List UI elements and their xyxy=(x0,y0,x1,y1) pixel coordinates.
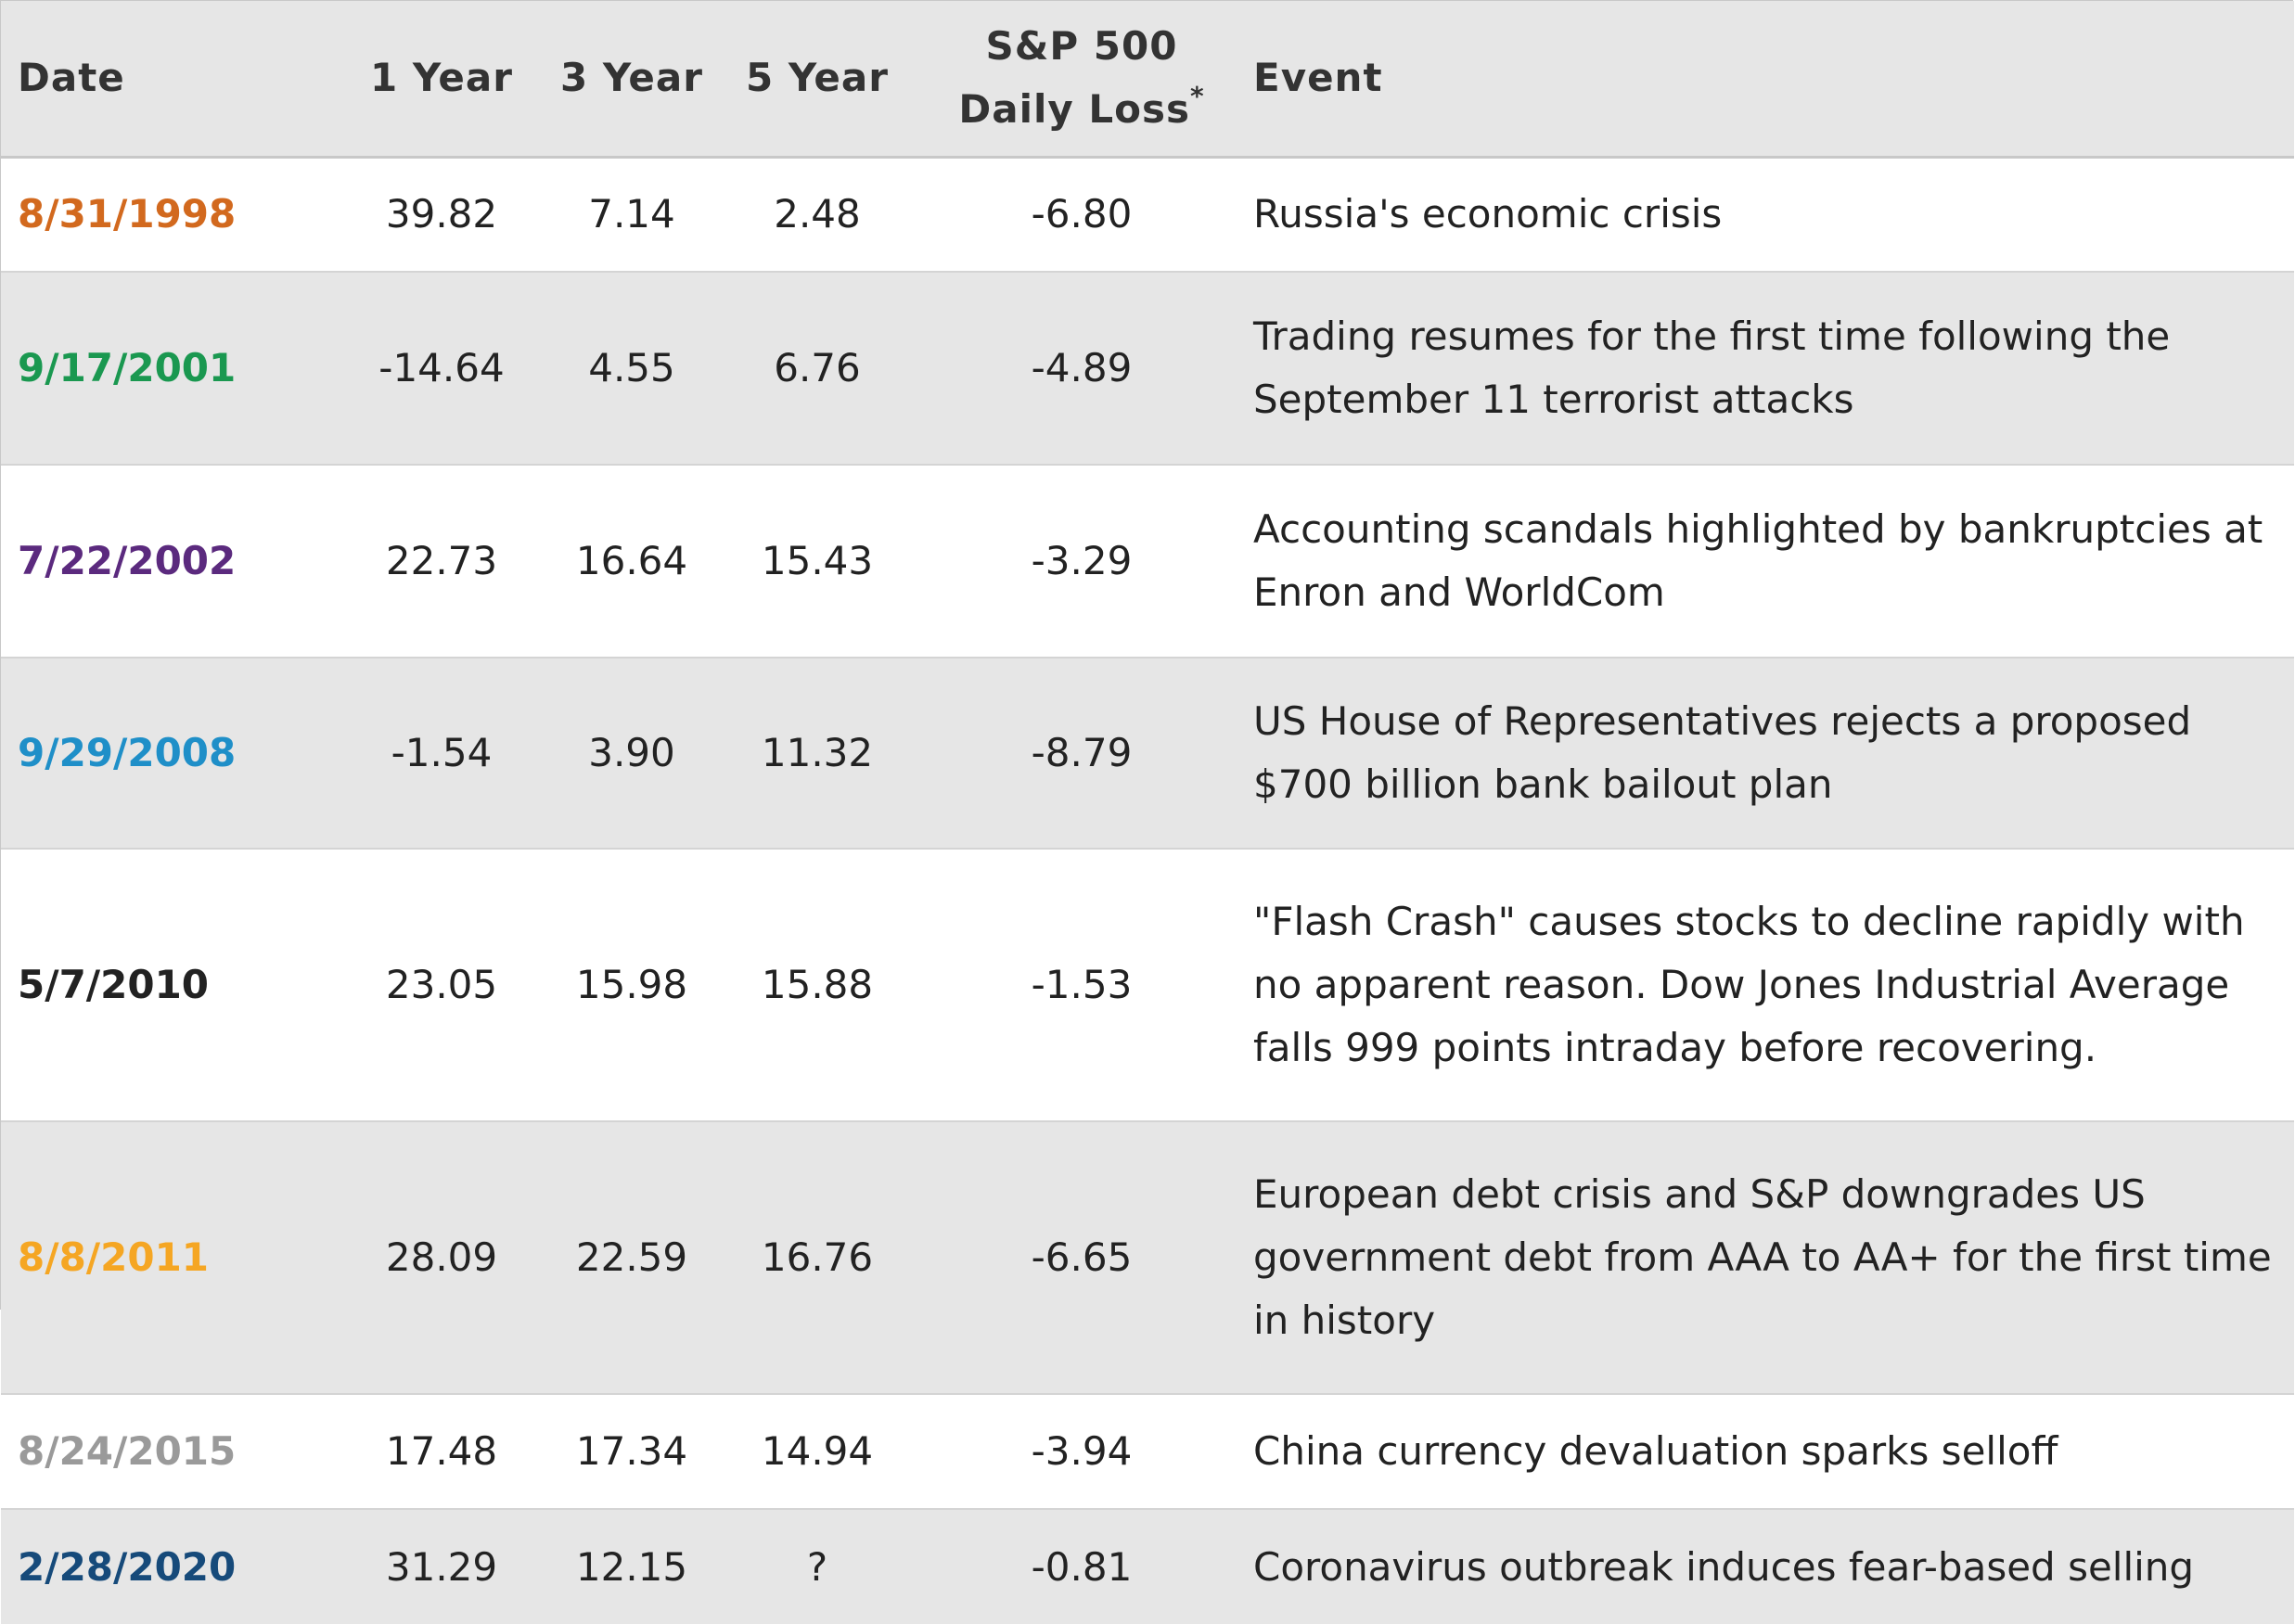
one-year-cell: 23.05 xyxy=(385,962,498,1007)
five-year-cell: 16.76 xyxy=(761,1234,874,1280)
table-row: 8/8/2011 28.09 22.59 16.76 -6.65 European deb… xyxy=(1,1121,2294,1394)
sp500-loss-cell: -6.65 xyxy=(1031,1234,1133,1280)
table-row: 2/28/2020 31.29 12.15? -0.81 Coronavirus out… xyxy=(1,1509,2294,1624)
one-year-cell: 31.29 xyxy=(385,1543,498,1590)
sp500-loss-cell: -6.80 xyxy=(1031,191,1133,237)
header-sp500-line1: S&P 500 xyxy=(985,23,1178,70)
date-cell: 8/24/2015 xyxy=(18,1428,237,1474)
event-cell: "Flash Crash" causes stocks to decline r… xyxy=(1253,899,2245,1070)
date-cell: 8/8/2011 xyxy=(18,1234,210,1280)
one-year-cell: 22.73 xyxy=(385,538,498,583)
date-cell: 7/22/2002 xyxy=(18,538,237,583)
three-year-cell: 22.59 xyxy=(575,1234,688,1280)
sp500-loss-cell: -0.81 xyxy=(1031,1543,1133,1590)
three-year-cell: 16.64 xyxy=(575,538,688,583)
event-cell: Coronavirus outbreak induces fear-based … xyxy=(1253,1543,2195,1590)
one-year-cell: 28.09 xyxy=(385,1234,498,1280)
header-event: Event xyxy=(1253,55,1383,101)
event-cell: Russia's economic crisis xyxy=(1253,191,1723,237)
one-year-cell: -1.54 xyxy=(391,730,493,775)
header-1-year: 1 Year xyxy=(370,55,513,101)
five-year-cell: 14.94 xyxy=(761,1428,874,1474)
three-year-cell: 17.34 xyxy=(575,1428,688,1474)
date-cell: 8/31/1998 xyxy=(18,191,237,237)
header-date: Date xyxy=(18,55,125,101)
sp500-loss-cell: -3.94 xyxy=(1031,1428,1133,1474)
date-cell: 2/28/2020 xyxy=(18,1543,237,1590)
three-year-cell: 15.98 xyxy=(575,962,688,1007)
event-cell: Accounting scandals highlighted by bankr… xyxy=(1253,506,2263,615)
event-cell: US House of Representatives rejects a pr… xyxy=(1253,698,2192,807)
sp500-loss-cell: -3.29 xyxy=(1031,538,1133,583)
header-sp500-line2: Daily Loss xyxy=(958,86,1190,133)
one-year-cell: -14.64 xyxy=(378,345,505,390)
one-year-cell: 39.82 xyxy=(385,191,498,237)
event-cell: Trading resumes for the first time follo… xyxy=(1253,313,2171,422)
date-cell: 9/29/2008 xyxy=(18,730,237,775)
event-cell: European debt crisis and S&P downgrades … xyxy=(1253,1171,2272,1343)
header-5-year: 5 Year xyxy=(746,55,889,101)
one-year-cell: 17.48 xyxy=(385,1428,498,1474)
five-year-cell: 2.48 xyxy=(774,191,861,237)
three-year-cell: 7.14 xyxy=(588,191,675,237)
sp500-loss-cell: -1.53 xyxy=(1031,962,1133,1007)
five-year-cell: ? xyxy=(806,1543,828,1590)
five-year-cell: 15.88 xyxy=(761,962,874,1007)
three-year-cell: 3.90 xyxy=(588,730,675,775)
table-header: Date 1 Year 3 Year 5 Year S&P 500 Daily … xyxy=(1,1,2294,157)
date-cell: 5/7/2010 xyxy=(18,962,210,1007)
table-row: 7/22/2002 22.73 16.64 15.43 -3.29 Accounting … xyxy=(1,465,2294,658)
table-row: 9/29/2008 -1.54 3.90 11.32 -8.79 US House of … xyxy=(1,658,2294,849)
date-cell: 9/17/2001 xyxy=(18,345,237,390)
three-year-cell: 12.15 xyxy=(575,1543,688,1590)
header-sp500-daily-loss: S&P 500 Daily Loss* xyxy=(910,1,1253,157)
three-year-cell: 4.55 xyxy=(588,345,675,390)
header-footnote-mark: * xyxy=(1189,81,1205,112)
sp500-loss-cell: -8.79 xyxy=(1031,730,1133,775)
header-row: Date 1 Year 3 Year 5 Year S&P 500 Daily … xyxy=(1,1,2294,157)
table-row: 9/17/2001 -14.64 4.55 6.76 -4.89 Trading resu… xyxy=(1,272,2294,465)
five-year-cell: 11.32 xyxy=(761,730,874,775)
table-body: 8/31/1998 39.82 7.14 2.48 -6.80 Russia's econ… xyxy=(1,157,2294,1624)
event-cell: China currency devaluation sparks sellof… xyxy=(1253,1428,2058,1474)
five-year-cell: 15.43 xyxy=(761,538,874,583)
table-row: 8/24/2015 17.48 17.34 14.94 -3.94 China curre… xyxy=(1,1394,2294,1509)
table-row: 8/31/1998 39.82 7.14 2.48 -6.80 Russia's econ… xyxy=(1,157,2294,272)
table-row: 5/7/2010 23.05 15.98 15.88 -1.53 "Flash Crash… xyxy=(1,849,2294,1121)
five-year-cell: 6.76 xyxy=(774,345,861,390)
header-3-year: 3 Year xyxy=(560,55,703,101)
sp500-loss-cell: -4.89 xyxy=(1031,345,1133,390)
